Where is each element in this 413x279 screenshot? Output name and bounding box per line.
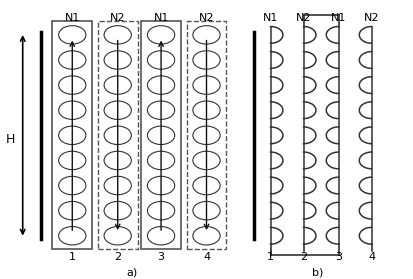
Circle shape (104, 126, 131, 145)
Circle shape (104, 101, 131, 119)
Text: 1: 1 (69, 252, 76, 262)
Text: b): b) (312, 267, 324, 277)
Circle shape (193, 227, 220, 245)
Circle shape (104, 151, 131, 170)
Circle shape (147, 227, 175, 245)
Text: 3: 3 (335, 252, 342, 262)
Text: 3: 3 (158, 252, 164, 262)
Text: 2: 2 (300, 252, 307, 262)
Circle shape (147, 176, 175, 195)
Circle shape (59, 51, 86, 69)
Circle shape (104, 201, 131, 220)
Circle shape (59, 227, 86, 245)
Text: a): a) (126, 267, 138, 277)
Circle shape (59, 126, 86, 145)
Text: 4: 4 (368, 252, 375, 262)
Circle shape (104, 227, 131, 245)
Circle shape (59, 176, 86, 195)
Text: 4: 4 (203, 252, 210, 262)
Text: N1: N1 (64, 13, 80, 23)
Text: 1: 1 (267, 252, 274, 262)
Text: N1: N1 (263, 13, 278, 23)
Circle shape (59, 76, 86, 94)
Circle shape (59, 26, 86, 44)
Circle shape (147, 101, 175, 119)
Text: 2: 2 (114, 252, 121, 262)
Circle shape (59, 151, 86, 170)
Circle shape (104, 76, 131, 94)
Circle shape (193, 51, 220, 69)
Circle shape (104, 51, 131, 69)
Circle shape (147, 201, 175, 220)
Circle shape (193, 101, 220, 119)
Text: H: H (6, 133, 15, 146)
Circle shape (193, 76, 220, 94)
Text: N1: N1 (331, 13, 347, 23)
Circle shape (193, 26, 220, 44)
Circle shape (193, 176, 220, 195)
Text: N2: N2 (110, 13, 126, 23)
Circle shape (104, 26, 131, 44)
Circle shape (104, 176, 131, 195)
Circle shape (147, 151, 175, 170)
Text: N2: N2 (296, 13, 311, 23)
Circle shape (59, 101, 86, 119)
Text: N2: N2 (199, 13, 214, 23)
Circle shape (147, 51, 175, 69)
Circle shape (147, 76, 175, 94)
Circle shape (147, 126, 175, 145)
Text: N1: N1 (153, 13, 169, 23)
Circle shape (193, 126, 220, 145)
Text: N2: N2 (364, 13, 380, 23)
Circle shape (193, 201, 220, 220)
Circle shape (147, 26, 175, 44)
Circle shape (59, 201, 86, 220)
Circle shape (193, 151, 220, 170)
